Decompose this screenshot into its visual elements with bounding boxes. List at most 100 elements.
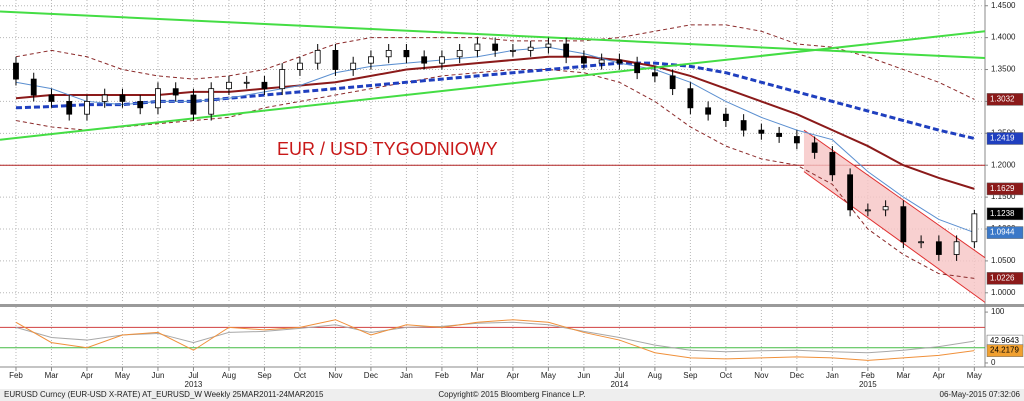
- channel-edge: [803, 171, 986, 303]
- candle-body: [581, 56, 587, 64]
- candle-body: [190, 94, 197, 115]
- x-tick-label: May: [541, 371, 556, 380]
- value-label: 1.1629: [990, 184, 1015, 193]
- series-line: [15, 321, 975, 354]
- candle-body: [48, 94, 55, 102]
- candle-body: [740, 120, 747, 131]
- value-label: 1.0226: [990, 273, 1015, 282]
- candle-body: [900, 206, 907, 243]
- value-label: 1.2419: [990, 134, 1015, 143]
- x-tick-label: Jan: [400, 371, 413, 380]
- footer-band: [0, 389, 1024, 401]
- candle-body: [66, 101, 73, 115]
- candle-body: [971, 213, 978, 243]
- candle-body: [847, 174, 854, 211]
- x-tick-label: Aug: [648, 371, 662, 380]
- candle-body: [510, 49, 516, 52]
- x-tick-label: Dec: [790, 371, 804, 380]
- candle-body: [208, 88, 215, 115]
- candle-body: [137, 101, 144, 109]
- candle-body: [421, 56, 428, 64]
- x-tick-label: Nov: [328, 371, 342, 380]
- y-tick-label: 1.0000: [991, 288, 1016, 297]
- candle-body: [669, 75, 676, 90]
- candle-body: [651, 72, 658, 77]
- candle-body: [279, 69, 286, 90]
- x-tick-label: Apr: [933, 371, 946, 380]
- candle-body: [776, 132, 783, 137]
- price-panel: [0, 0, 986, 303]
- channel-edge: [803, 129, 986, 259]
- x-tick-label: Nov: [754, 371, 768, 380]
- candle-body: [474, 43, 481, 51]
- y-tick-label: 1.1500: [991, 192, 1016, 201]
- candle-body: [261, 81, 268, 90]
- candle-body: [385, 49, 392, 58]
- candle-body: [492, 43, 499, 51]
- candle-body: [332, 49, 339, 70]
- value-box: [986, 272, 1024, 285]
- candle-body: [829, 152, 836, 176]
- value-box: [986, 93, 1024, 106]
- candle-body: [30, 78, 37, 96]
- candle-body: [101, 94, 108, 102]
- year-label: 2014: [610, 380, 628, 389]
- oscillator-panel: [0, 307, 985, 367]
- y-tick-label: 1.0500: [991, 256, 1016, 265]
- x-tick-label: Mar: [471, 371, 485, 380]
- x-tick-label: Jun: [152, 371, 165, 380]
- candle-body: [119, 94, 126, 102]
- x-tick-label: Apr: [81, 371, 94, 380]
- value-label: 1.1238: [990, 209, 1015, 218]
- candle-body: [226, 81, 232, 90]
- x-tick-label: Jul: [188, 371, 198, 380]
- candle-body: [563, 43, 570, 58]
- candle-body: [403, 49, 410, 58]
- x-tick-label: Dec: [364, 371, 378, 380]
- candle-body: [793, 136, 800, 144]
- series-line: [15, 69, 975, 279]
- candle-body: [864, 209, 871, 212]
- x-tick-label: Feb: [435, 371, 449, 380]
- y-tick-label: 1.2000: [991, 160, 1016, 169]
- candle-body: [722, 113, 729, 121]
- x-tick-label: Apr: [507, 371, 520, 380]
- footer-right: 06-May-2015 07:32:06: [940, 390, 1021, 399]
- candle-body: [545, 43, 552, 48]
- candle-body: [155, 88, 161, 109]
- value-label: 1.3032: [990, 94, 1015, 103]
- series-line: [15, 61, 975, 140]
- candle-body: [918, 241, 925, 244]
- candle-body: [616, 59, 623, 64]
- candle-body: [882, 206, 889, 211]
- year-label: 2013: [185, 380, 203, 389]
- value-box: [986, 226, 1024, 239]
- y-tick-label: 0: [991, 358, 996, 367]
- value-label: 24.2179: [990, 346, 1019, 355]
- x-tick-label: Jun: [577, 371, 590, 380]
- channel: [803, 130, 985, 303]
- x-tick-label: Oct: [720, 371, 733, 380]
- candle-body: [634, 62, 641, 74]
- x-tick-label: Mar: [45, 371, 59, 380]
- series-line: [0, 30, 986, 141]
- candle-body: [456, 49, 463, 58]
- candle-body: [811, 142, 818, 153]
- footer-center: Copyright© 2015 Bloomberg Finance L.P.: [438, 390, 585, 399]
- candle-body: [758, 129, 765, 134]
- candle-body: [368, 56, 374, 64]
- candle-body: [314, 49, 321, 64]
- candle-body: [243, 81, 250, 84]
- labels: EUR / USD TYGODNIOWY EURUSD Curncy (EUR-…: [4, 1, 1024, 399]
- annotation: EUR / USD TYGODNIOWY: [277, 139, 498, 159]
- y-tick-label: 1.4000: [991, 33, 1016, 42]
- series-line: [15, 24, 975, 100]
- candle-body: [297, 62, 303, 70]
- x-tick-label: Jul: [614, 371, 624, 380]
- candle-body: [705, 107, 712, 115]
- x-tick-label: Feb: [9, 371, 23, 380]
- x-tick-label: May: [967, 371, 982, 380]
- x-tick-label: Mar: [896, 371, 910, 380]
- candle-body: [598, 59, 605, 64]
